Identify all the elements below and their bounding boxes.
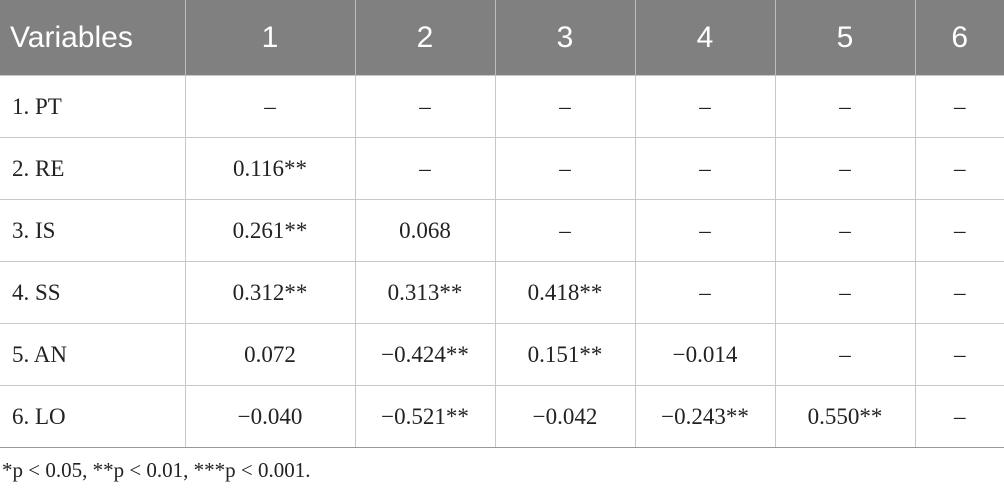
footnote: *p < 0.05, **p < 0.01, ***p < 0.001. [2,458,311,482]
table-cell: – [634,75,776,138]
table-cell: – [914,75,1004,138]
table-row: 2. RE 0.116** – – – – – [0,137,1004,200]
table-cell: – [494,137,636,200]
table-cell: 0.312** [184,261,356,324]
row-label: 5. AN [0,323,186,386]
row-label: 1. PT [0,75,186,138]
header-cell: 3 [494,0,635,76]
table-cell: – [774,75,916,138]
row-label: 3. IS [0,199,186,262]
header-cell: 4 [634,0,775,76]
header-row: Variables 1 2 3 4 5 6 [0,0,1004,76]
table-cell: – [774,199,916,262]
header-cell: 2 [354,0,495,76]
row-label: 2. RE [0,137,186,200]
table-cell: −0.042 [494,385,636,448]
table-cell: – [354,137,496,200]
header-cell: 1 [184,0,355,76]
table-cell: – [914,323,1004,386]
table-cell: −0.040 [184,385,356,448]
table-cell: – [354,75,496,138]
table-cell: – [774,323,916,386]
table-cell: 0.550** [774,385,916,448]
header-cell: Variables [0,0,185,76]
header-cell: 6 [914,0,1004,76]
table-cell: −0.521** [354,385,496,448]
row-label: 6. LO [0,385,186,448]
table-row: 4. SS 0.312** 0.313** 0.418** – – – [0,261,1004,324]
table-cell: −0.014 [634,323,776,386]
table-cell: – [774,137,916,200]
correlation-table: Variables 1 2 3 4 5 6 1. PT – – – – – –2. RE 0.116** –… [0,0,1004,448]
table-cell: −0.424** [354,323,496,386]
table-row: 6. LO −0.040 −0.521** −0.042 −0.243** 0.550**… [0,385,1004,448]
header-cell: 5 [774,0,915,76]
table-cell: – [634,261,776,324]
table-cell: 0.072 [184,323,356,386]
table-row: 1. PT – – – – – – [0,75,1004,138]
table-cell: – [494,199,636,262]
table-cell: 0.313** [354,261,496,324]
table-cell: – [914,385,1004,448]
table-cell: – [914,199,1004,262]
table-row: 5. AN 0.072 −0.424** 0.151** −0.014– – [0,323,1004,386]
table-cell: 0.151** [494,323,636,386]
table-cell: 0.261** [184,199,356,262]
table-body: 1. PT – – – – – –2. RE 0.116** – – – – –3. IS 0.261**… [0,75,1004,448]
table-cell: – [184,75,356,138]
table-cell: 0.116** [184,137,356,200]
table-cell: 0.068 [354,199,496,262]
table-cell: −0.243** [634,385,776,448]
table-cell: – [914,137,1004,200]
table-cell: – [494,75,636,138]
table-cell: – [774,261,916,324]
table-cell: – [634,137,776,200]
table-cell: – [634,199,776,262]
table-cell: – [914,261,1004,324]
row-label: 4. SS [0,261,186,324]
table-row: 3. IS 0.261** 0.068– – – – [0,199,1004,262]
table-cell: 0.418** [494,261,636,324]
